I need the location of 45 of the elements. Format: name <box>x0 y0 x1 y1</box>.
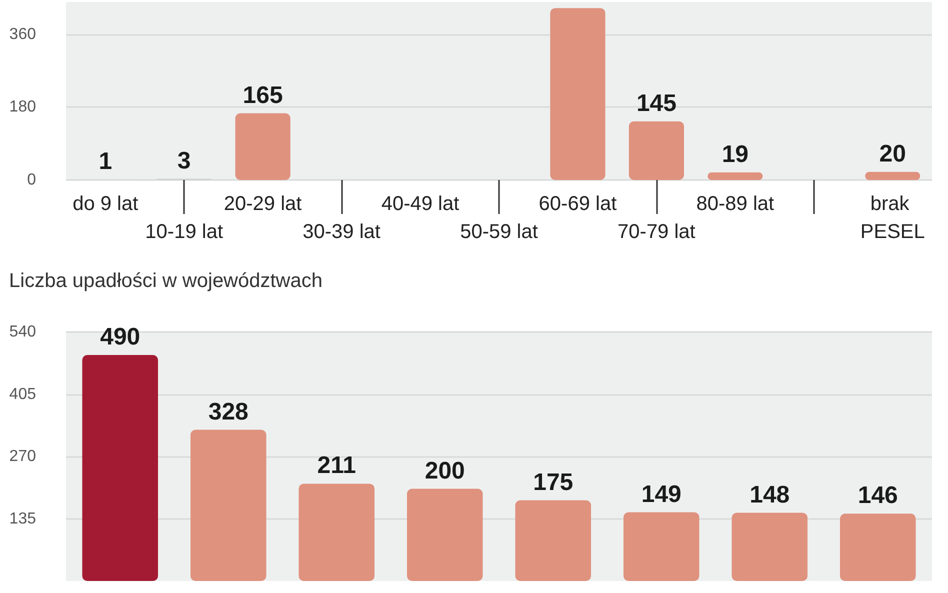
data-label: 165 <box>242 82 283 109</box>
bar <box>628 121 684 180</box>
data-label: 19 <box>722 140 749 168</box>
x-tick-label: brak PESEL <box>860 193 925 243</box>
y-tick-label: 180 <box>9 98 36 116</box>
bar <box>550 8 606 180</box>
bar <box>190 430 266 581</box>
x-tick-label: 40-49 lat <box>381 193 460 215</box>
data-label: 20 <box>879 140 906 168</box>
data-label: 146 <box>858 482 898 510</box>
bar <box>840 514 916 581</box>
x-tick-label: 70-79 lat <box>618 221 696 243</box>
data-label: 200 <box>424 457 465 484</box>
data-label: 211 <box>317 452 356 480</box>
chart-title: Liczba upadłości w województwach <box>9 270 322 292</box>
y-tick-label: 135 <box>9 510 36 528</box>
x-tick-label: 60-69 lat <box>538 193 618 215</box>
y-tick-label: 540 <box>9 324 36 340</box>
bar <box>865 172 920 180</box>
data-label: 490 <box>100 324 140 351</box>
x-tick-label: 30-39 lat <box>302 221 381 243</box>
data-label: 3 <box>177 147 191 174</box>
bar <box>708 172 763 180</box>
data-label: 1 <box>98 148 112 176</box>
data-label: 145 <box>636 90 676 117</box>
y-tick-label: 270 <box>9 448 36 465</box>
bar <box>82 355 158 581</box>
data-label: 175 <box>533 468 574 496</box>
x-tick-label: 80-89 lat <box>696 193 775 215</box>
bar <box>732 512 808 581</box>
bar <box>623 512 700 581</box>
x-tick-label: 50-59 lat <box>460 221 538 243</box>
bar <box>298 484 375 581</box>
x-tick-label: 20-29 lat <box>224 193 302 215</box>
y-tick-label: 405 <box>9 386 36 403</box>
data-label: 149 <box>641 480 682 508</box>
bar <box>235 113 290 180</box>
data-label: 328 <box>208 398 248 426</box>
x-tick-label: do 9 lat <box>72 193 139 215</box>
x-tick-label: 10-19 lat <box>145 221 224 243</box>
y-tick-label: 0 <box>27 172 36 188</box>
data-label: 148 <box>750 481 790 508</box>
y-tick-label: 360 <box>9 26 36 43</box>
bar <box>515 500 592 581</box>
bar <box>406 488 483 581</box>
